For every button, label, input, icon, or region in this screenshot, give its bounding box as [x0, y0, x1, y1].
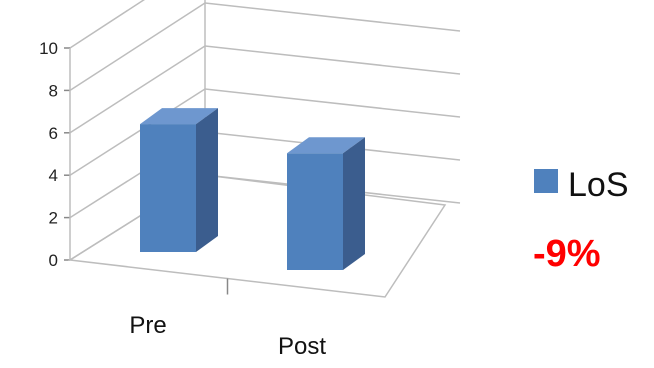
gridline-side: [69, 0, 146, 49]
legend-label: LoS: [568, 166, 629, 204]
bar-front-face: [140, 124, 196, 252]
x-category-label: Pre: [129, 312, 166, 339]
gridline-side: [69, 2, 206, 92]
bar-side-face: [343, 137, 365, 270]
legend-swatch: [534, 169, 558, 193]
bar-top-face: [140, 108, 218, 125]
bar-side-face: [196, 108, 218, 252]
gridline-side: [69, 45, 206, 134]
chart-floor: [67, 174, 447, 298]
y-tick-label: 4: [49, 166, 58, 185]
y-tick-label: 8: [49, 81, 58, 100]
bar-front-face: [287, 153, 343, 270]
gridline-back: [204, 45, 461, 75]
y-tick-label: 6: [49, 124, 58, 143]
y-tick-label: 10: [39, 39, 58, 58]
gridline-side: [69, 88, 206, 176]
y-axis-tick-labels: 0 2 4 6 8 10: [39, 39, 58, 270]
bar-post: [287, 137, 365, 270]
x-category-label: Post: [278, 333, 326, 360]
y-tick-label: 0: [49, 251, 58, 270]
bar-pre: [140, 108, 218, 252]
change-annotation: -9%: [533, 233, 601, 275]
gridline-back: [204, 88, 461, 118]
chart-bars: [140, 108, 365, 270]
y-tick-label: 2: [49, 209, 58, 228]
gridline-back: [204, 2, 461, 32]
bar-top-face: [287, 137, 365, 154]
chart-walls: [67, 0, 447, 298]
x-axis-category-labels: Pre Post: [129, 312, 326, 360]
chart-gridlines: [64, 0, 461, 261]
